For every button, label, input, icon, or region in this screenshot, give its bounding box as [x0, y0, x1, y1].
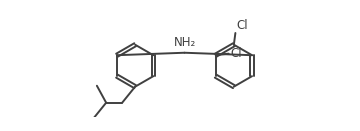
Text: Cl: Cl: [230, 47, 242, 60]
Text: Cl: Cl: [237, 19, 248, 32]
Text: NH₂: NH₂: [174, 36, 195, 49]
